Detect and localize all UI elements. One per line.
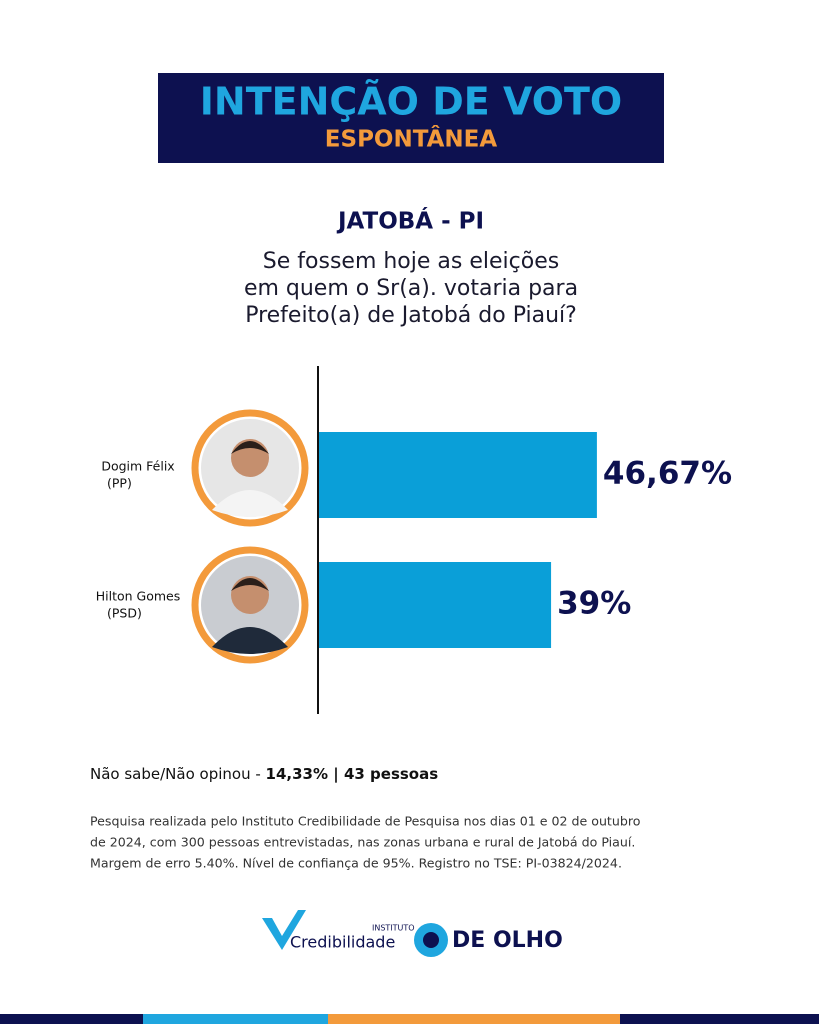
question-line: Prefeito(a) de Jatobá do Piauí? <box>245 303 577 328</box>
footer-strip <box>143 1014 328 1024</box>
question-line: em quem o Sr(a). votaria para <box>244 276 578 301</box>
category-label: Hilton Gomes <box>96 589 181 604</box>
avatar-body <box>212 627 288 654</box>
avatar-hair <box>231 578 269 591</box>
party-label: (PSD) <box>107 606 142 621</box>
subtitle: ESPONTÂNEA <box>325 125 498 153</box>
logo-text: DE OLHO <box>452 928 563 953</box>
location: JATOBÁ - PI <box>336 207 484 235</box>
media-logo: DE OLHO <box>414 923 563 957</box>
bar <box>319 432 597 518</box>
avatar-hair <box>231 441 269 454</box>
logo-text: Credibilidade <box>290 933 395 952</box>
logo-mark <box>262 910 306 950</box>
footer-strip <box>0 1014 143 1024</box>
methodology-line: de 2024, com 300 pessoas entrevistadas, … <box>90 835 635 850</box>
chart: 46,67% Dogim Félix (PP) 39% Hilton Gomes (PSD… <box>96 409 732 664</box>
bar <box>319 562 552 648</box>
value-label: 46,67% <box>603 456 732 492</box>
methodology-line: Pesquisa realizada pelo Instituto Credib… <box>90 814 641 829</box>
undecided-label: Não sabe/Não opinou - <box>90 765 266 783</box>
title: INTENÇÃO DE VOTO <box>200 80 622 124</box>
logo-pupil <box>423 932 439 948</box>
logo-small-text: INSTITUTO <box>372 924 415 933</box>
value-label: 39% <box>557 586 631 622</box>
party-label: (PP) <box>107 476 132 491</box>
title-box <box>158 73 664 163</box>
institute-logo: INSTITUTO Credibilidade <box>262 910 415 952</box>
question-line: Se fossem hoje as eleições <box>263 249 559 274</box>
footer-strip <box>620 1014 819 1024</box>
undecided-value: 14,33% | 43 pessoas <box>266 765 439 784</box>
category-label: Dogim Félix <box>101 459 174 474</box>
undecided-note: Não sabe/Não opinou - 14,33% | 43 pessoa… <box>90 765 438 784</box>
methodology-line: Margem de erro 5.40%. Nível de confiança… <box>90 856 622 871</box>
avatar-body <box>212 490 288 517</box>
footer-strip <box>328 1014 620 1024</box>
